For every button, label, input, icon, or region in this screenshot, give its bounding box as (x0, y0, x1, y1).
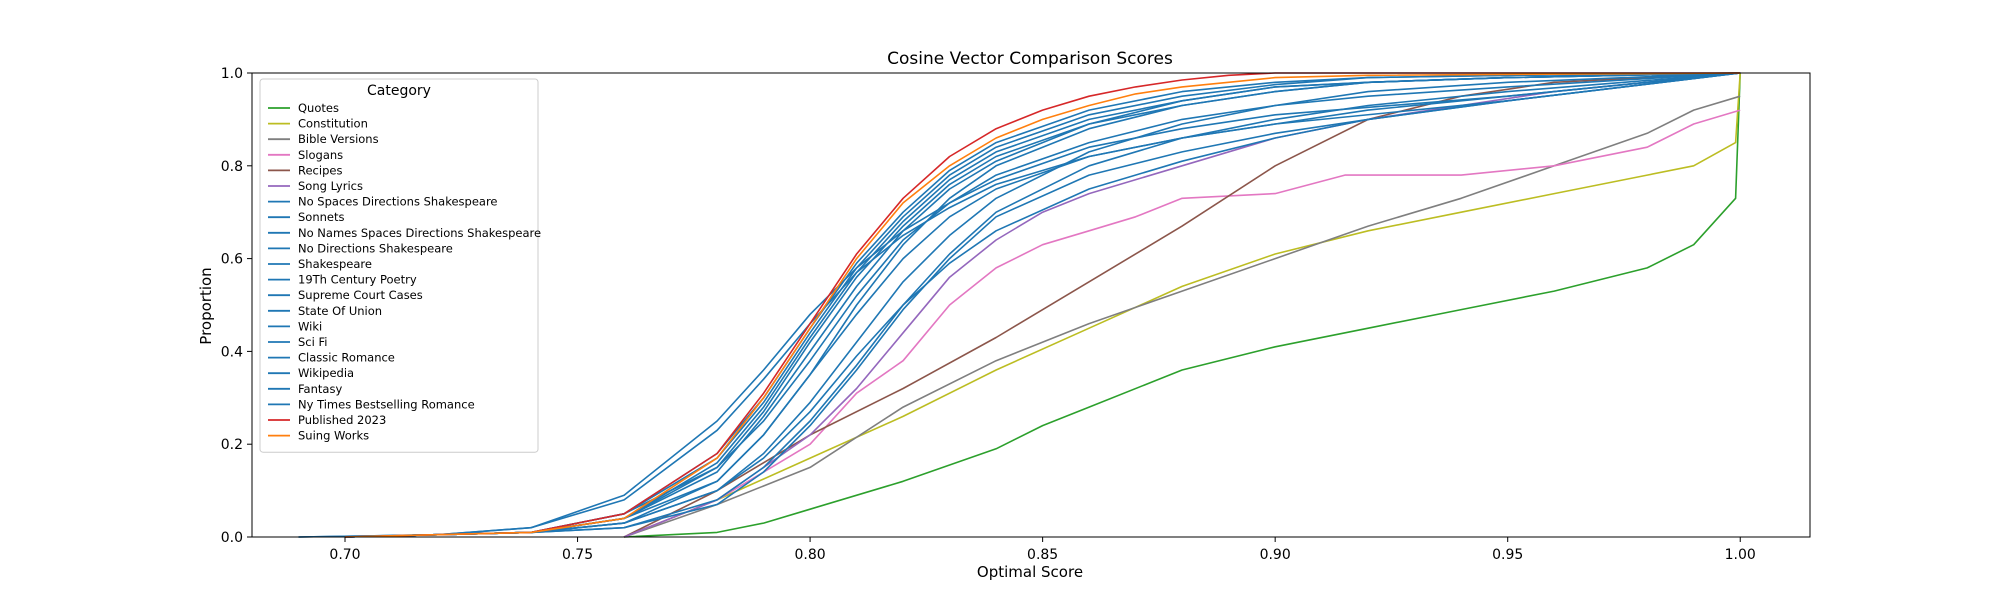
series-line (344, 72, 1741, 538)
legend-label: Bible Versions (298, 132, 379, 146)
legend-label: Constitution (298, 117, 368, 131)
legend-label: Ny Times Bestselling Romance (298, 397, 475, 411)
legend-label: Sci Fi (298, 335, 327, 349)
y-tick-label: 1.0 (221, 66, 243, 82)
x-axis-label: Optimal Score (977, 563, 1083, 581)
x-tick-label: 0.95 (1492, 547, 1523, 563)
y-tick-label: 0.2 (221, 437, 243, 453)
legend-label: Slogans (298, 148, 343, 162)
series-line (298, 72, 1741, 538)
x-axis: 0.70 0.75 0.80 0.85 0.90 0.95 1.00 (329, 537, 1756, 563)
series-line (298, 72, 1741, 538)
legend-label: Sonnets (298, 210, 345, 224)
series-line (344, 72, 1741, 538)
y-tick-label: 0.4 (221, 344, 243, 360)
x-tick-label: 0.85 (1027, 547, 1058, 563)
legend-label: Shakespeare (298, 257, 372, 271)
x-tick-label: 0.90 (1260, 547, 1291, 563)
legend-label: No Directions Shakespeare (298, 241, 453, 255)
series-line (344, 72, 1741, 538)
series-line (344, 72, 1741, 538)
legend-label: Suing Works (298, 429, 369, 443)
legend-label: No Spaces Directions Shakespeare (298, 195, 498, 209)
series-line (623, 72, 1741, 538)
x-tick-label: 0.70 (329, 547, 360, 563)
series-line (623, 95, 1741, 538)
y-axis: 0.0 0.2 0.4 0.6 0.8 1.0 (221, 66, 252, 546)
legend-label: State Of Union (298, 304, 382, 318)
legend-box (259, 78, 539, 453)
chart-title: Cosine Vector Comparison Scores (887, 49, 1173, 69)
legend-label: Recipes (298, 163, 342, 177)
legend-label: Wiki (298, 319, 322, 333)
series-line (344, 72, 1741, 538)
y-tick-label: 0.8 (221, 159, 243, 175)
legend-label: Wikipedia (298, 366, 354, 380)
legend-label: No Names Spaces Directions Shakespeare (298, 226, 541, 240)
series-line (623, 109, 1741, 538)
legend-label: Fantasy (298, 382, 342, 396)
legend-label: Published 2023 (298, 413, 386, 427)
legend-label: Quotes (298, 101, 339, 115)
y-axis-label: Proportion (197, 267, 215, 344)
series-line (344, 72, 1741, 538)
x-tick-label: 0.75 (562, 547, 593, 563)
legend-title: Category (367, 83, 431, 99)
legend-label: Supreme Court Cases (298, 288, 423, 302)
x-tick-label: 1.00 (1725, 547, 1756, 563)
legend-label: Classic Romance (298, 351, 395, 365)
series-line (344, 72, 1741, 538)
y-tick-label: 0.0 (221, 530, 243, 546)
series-line (623, 72, 1741, 538)
series-layer (298, 72, 1741, 538)
y-tick-label: 0.6 (221, 252, 243, 268)
axes-frame (251, 72, 1811, 538)
series-line (624, 72, 1741, 538)
x-tick-label: 0.80 (795, 547, 826, 563)
legend-label: Song Lyrics (298, 179, 363, 193)
series-line (344, 72, 1741, 538)
legend-label: 19Th Century Poetry (298, 273, 417, 287)
